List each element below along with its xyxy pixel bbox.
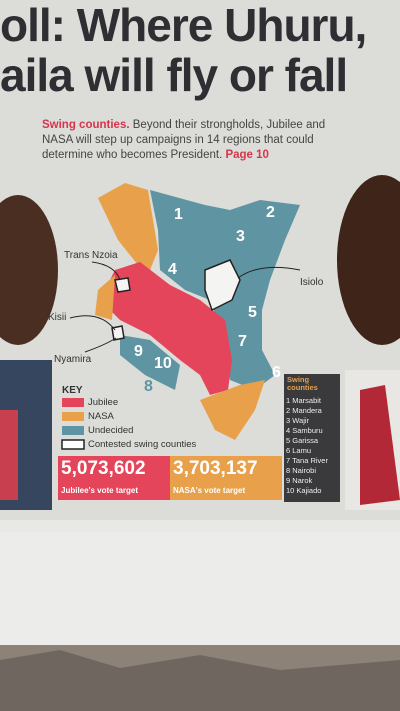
key-item: Contested swing counties <box>88 439 197 450</box>
intro: Swing counties. Beyond their strongholds… <box>42 118 352 163</box>
map-label: Isiolo <box>300 277 324 288</box>
swing-title: Swing counties <box>287 375 318 392</box>
swing-item: 5 Garissa <box>286 436 319 445</box>
swing-item: 1 Marsabit <box>286 396 322 405</box>
map-label: Kisii <box>48 312 67 323</box>
swing-item: 2 Mandera <box>286 406 322 415</box>
region-number: 5 <box>248 304 257 321</box>
region-number: 3 <box>236 228 245 245</box>
target-label: NASA's vote target <box>173 486 246 495</box>
swing-item: 6 Lamu <box>286 446 312 455</box>
region-number: 9 <box>134 343 143 360</box>
target-label: Jubilee's vote target <box>61 486 139 495</box>
region-number: 4 <box>168 261 177 278</box>
swing-item: 9 Narok <box>286 476 313 485</box>
target-value: 3,703,137 <box>173 458 258 479</box>
region-number: 8 <box>144 378 153 395</box>
intro-text: Beyond their strongholds, Jubilee and NA… <box>42 119 326 161</box>
intro-ref: Page 10 <box>225 149 269 161</box>
target-value: 5,073,602 <box>61 458 146 479</box>
swing-item: 4 Samburu <box>286 426 323 435</box>
key-item: NASA <box>88 411 114 422</box>
intro-lead: Swing counties. <box>42 119 130 131</box>
region-number: 10 <box>154 355 172 372</box>
key-item: Undecided <box>88 425 134 436</box>
swing-item: 3 Wajir <box>286 416 310 425</box>
region-number: 1 <box>174 206 183 223</box>
swing-item: 7 Tana River <box>286 456 328 465</box>
key-item: Jubilee <box>88 397 119 408</box>
region-number: 6 <box>272 364 281 381</box>
key-title: KEY <box>62 385 83 396</box>
region-number: 2 <box>266 204 275 221</box>
map-label: Nyamira <box>54 354 92 365</box>
headline: oll: Where Uhuru, <box>0 0 367 51</box>
headline: aila will fly or fall <box>0 49 348 101</box>
swing-item: 10 Kajiado <box>286 486 322 495</box>
map-label: Trans Nzoia <box>64 250 118 261</box>
region-number: 7 <box>238 333 247 350</box>
swing-item: 8 Nairobi <box>286 466 317 475</box>
